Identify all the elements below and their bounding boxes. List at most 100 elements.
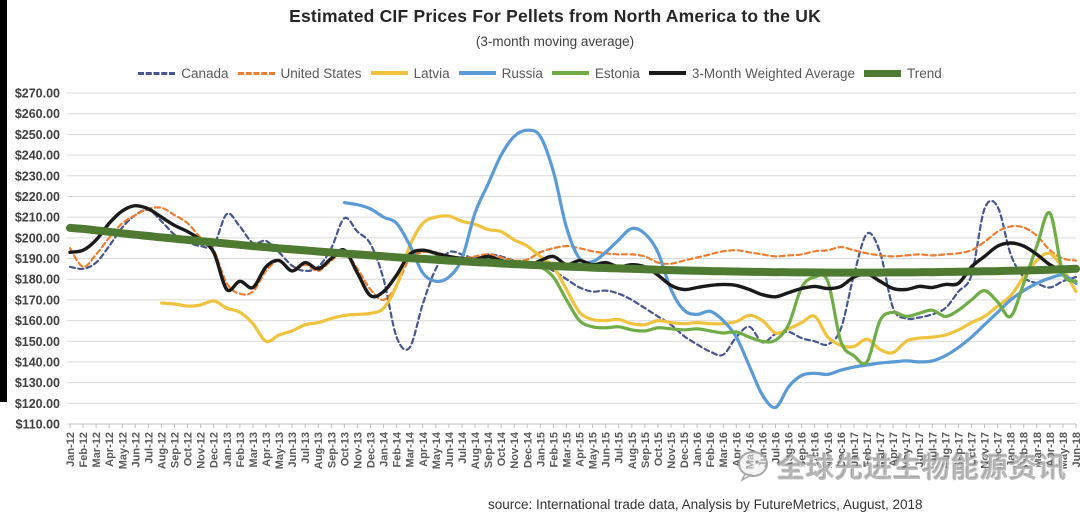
series-trend [66,223,1080,277]
legend-item-estonia: Estonia [551,66,640,81]
y-axis-label: $200.00 [15,231,60,245]
x-axis-label: Jun-18 [1071,432,1080,467]
x-axis-label: Dec-12 [209,432,221,468]
x-axis-label: May-15 [588,432,600,469]
y-axis-label: $240.00 [15,149,60,163]
x-axis-label: Nov-12 [196,432,208,469]
x-axis-label: Sep-16 [797,432,809,468]
x-axis-label: Feb-16 [705,432,717,467]
x-axis-label: Apr-17 [888,432,900,467]
x-axis-label: Sep-14 [483,431,495,468]
x-axis-label: Nov-17 [980,432,992,469]
y-axis-label: $230.00 [15,169,60,183]
x-axis-label: Oct-16 [810,432,822,466]
x-axis-label: Mar-13 [248,432,260,467]
x-axis-label: Aug-15 [627,432,639,469]
x-axis-label: Mar-14 [405,431,417,467]
x-axis-label: Aug-13 [313,432,325,469]
x-axis-label: Dec-17 [993,432,1005,468]
legend-item-trend: Trend [864,66,942,81]
x-axis-label: Jan-13 [222,432,234,467]
legend-item-russia: Russia [458,65,543,81]
x-axis-label: Jun-14 [444,431,456,467]
x-axis-label: Feb-18 [1019,432,1031,467]
x-axis-label: May-13 [274,432,286,469]
y-axis-label: $140.00 [15,355,60,369]
legend-swatch [648,71,686,75]
legend-label: Latvia [413,65,450,81]
x-axis-label: Jul-14 [457,431,469,464]
x-axis-label: Nov-16 [823,432,835,469]
y-axis-label: $270.00 [15,87,60,101]
x-axis-label: Jun-15 [601,432,613,467]
y-axis-label: $160.00 [15,314,60,328]
x-axis-label: Jan-15 [535,432,547,467]
y-axis-label: $210.00 [15,211,60,225]
x-axis-label: Jul-17 [927,432,939,464]
series-latvia [159,214,1078,355]
y-axis-label: $260.00 [15,107,60,121]
x-axis-label: Dec-14 [522,431,534,468]
y-axis-label: $130.00 [15,376,60,390]
x-axis-label: Oct-17 [966,432,978,466]
legend-item-latvia: Latvia [370,65,450,81]
x-axis-label: Feb-13 [235,432,247,467]
x-axis-label: May-14 [431,431,443,469]
x-axis-label: Aug-16 [784,432,796,469]
chart-title: Estimated CIF Prices For Pellets from No… [289,6,821,26]
x-axis-label: Aug-17 [940,432,952,469]
legend-swatch [370,71,408,75]
x-axis-label: May-12 [117,432,129,469]
x-axis-label: Jan-18 [1006,432,1018,467]
x-axis-label: Jun-17 [914,432,926,467]
legend-swatch [458,71,496,75]
x-axis-label: Jul-15 [614,432,626,464]
y-axis-label: $110.00 [16,418,61,432]
x-axis-label: Feb-12 [78,432,90,467]
x-axis-label: Aug-14 [470,431,482,469]
x-axis-label: Jun-12 [130,432,142,467]
x-axis-label: Sep-15 [640,432,652,468]
y-axis-label: $180.00 [15,273,60,287]
x-axis-label: May-17 [901,432,913,469]
x-axis-label: Dec-15 [679,432,691,468]
x-axis-label: May-16 [744,432,756,469]
chart-subtitle: (3-month moving average) [475,34,635,49]
x-axis-label: Sep-13 [326,432,338,468]
x-axis-label: Mar-12 [91,432,103,467]
x-axis-label: May-18 [1058,432,1070,469]
x-axis-label: Mar-17 [875,432,887,467]
x-axis-label: Dec-16 [836,432,848,468]
y-axis-label: $150.00 [15,335,60,349]
x-axis-label: Nov-13 [352,432,364,469]
legend-label: Trend [907,65,942,81]
x-axis-label: Oct-15 [653,432,665,466]
legend-item-united-states: United States [237,66,362,81]
x-axis-label: Feb-14 [392,431,404,467]
chart-legend: Canada United States Latvia Russia Estonia 3-… [0,60,1080,86]
legend-swatch [237,71,275,75]
x-axis-label: Aug-12 [156,432,168,469]
x-axis-label: Jan-16 [692,432,704,467]
legend-swatch [138,71,176,75]
x-axis-label: Jan-12 [65,432,77,467]
legend-item-3-month-weighted-average: 3-Month Weighted Average [648,65,855,81]
legend-label: Russia [501,65,543,81]
x-axis-label: Apr-15 [575,432,587,467]
x-axis-label: Oct-12 [183,432,195,466]
x-axis-label: Apr-14 [418,431,430,467]
x-axis-label: Apr-16 [731,432,743,467]
x-axis-label: Oct-14 [496,431,508,466]
x-axis-label: Sep-12 [170,432,182,468]
x-axis-label: Apr-12 [104,432,116,467]
x-axis-label: Jul-13 [300,432,312,464]
x-axis-label: Nov-15 [666,432,678,469]
x-axis-label: Feb-17 [862,432,874,467]
x-axis-label: Jan-17 [849,432,861,467]
x-axis-label: Jun-16 [757,432,769,467]
legend-label: 3-Month Weighted Average [691,65,855,81]
chart-header: Estimated CIF Prices For Pellets from No… [40,6,1070,49]
x-axis-label: Oct-13 [339,432,351,466]
x-axis-label: Mar-18 [1032,432,1044,467]
